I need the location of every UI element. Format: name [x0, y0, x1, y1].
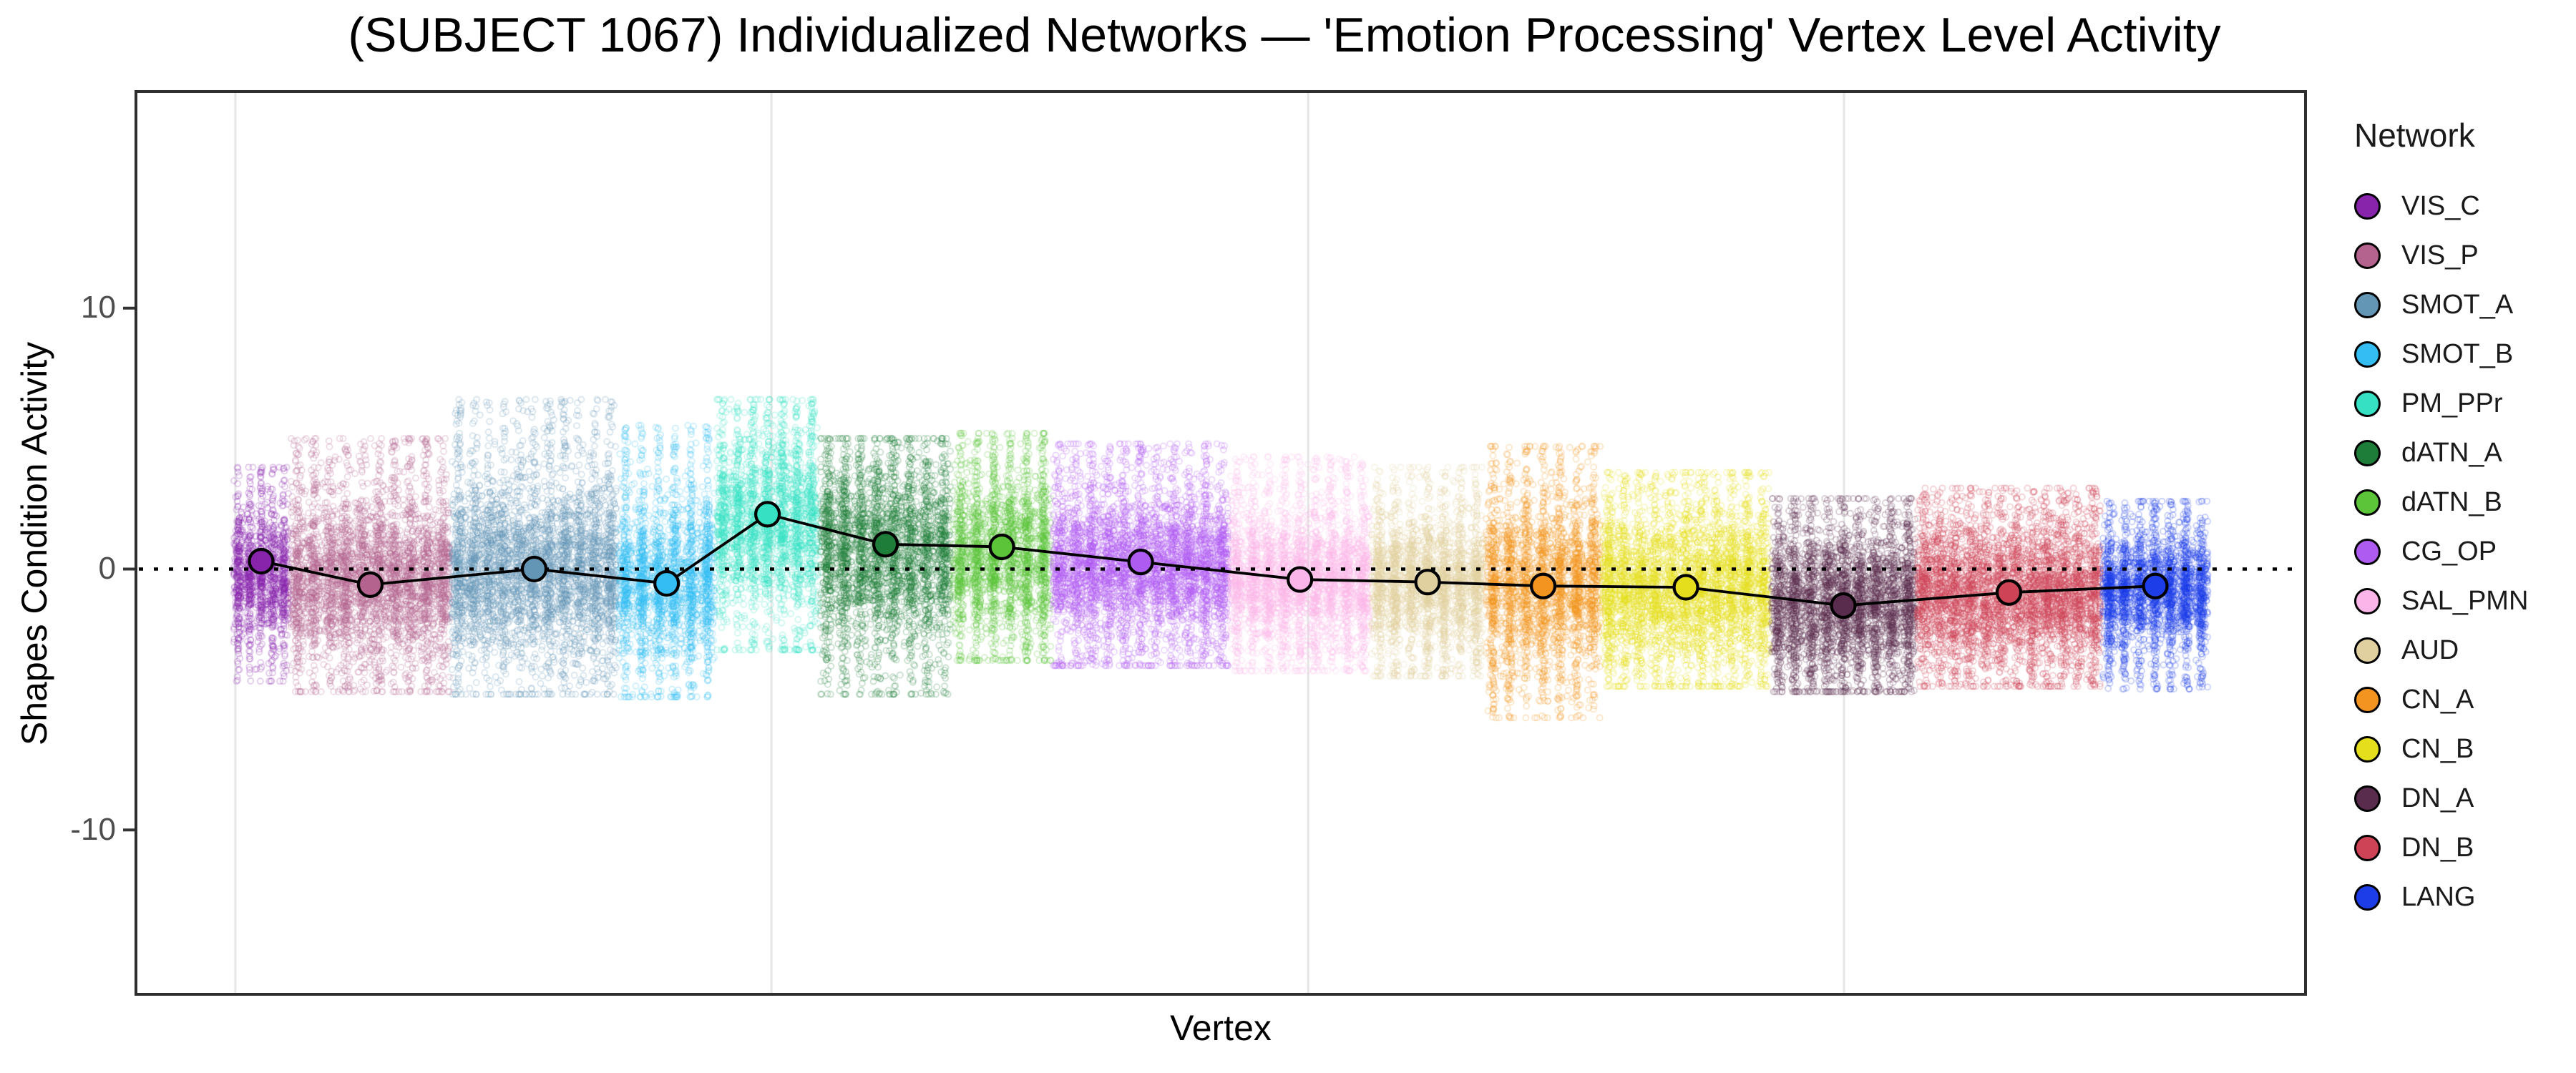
- vis-p-swatch-icon: [2354, 242, 2381, 269]
- legend-item-label: dATN_A: [2401, 438, 2502, 468]
- vis-c-swatch-icon: [2354, 193, 2381, 220]
- legend-item-vis-p: VIS_P: [2354, 231, 2528, 280]
- legend-item-label: VIS_P: [2401, 240, 2479, 270]
- sal-pmn-swatch-icon: [2354, 588, 2381, 614]
- datn-a-swatch-icon: [2354, 440, 2381, 466]
- legend-item-label: CN_A: [2401, 685, 2474, 715]
- aud-swatch-icon: [2354, 637, 2381, 664]
- dn-b-swatch-icon: [2354, 835, 2381, 861]
- y-axis-title: Shapes Condition Activity: [14, 341, 54, 746]
- legend-item-label: dATN_B: [2401, 487, 2502, 517]
- cn-a-swatch-icon: [2354, 687, 2381, 713]
- legend-item-label: AUD: [2401, 635, 2459, 665]
- legend-item-vis-c: VIS_C: [2354, 182, 2528, 231]
- y-tick-label-10: 10: [81, 290, 116, 325]
- legend-item-cg-op: CG_OP: [2354, 527, 2528, 577]
- y-tick-label-neg10: -10: [70, 812, 116, 847]
- lang-swatch-icon: [2354, 884, 2381, 911]
- legend-item-label: PM_PPr: [2401, 388, 2503, 418]
- legend-item-cn-b: CN_B: [2354, 725, 2528, 774]
- dn-a-swatch-icon: [2354, 785, 2381, 812]
- cn-b-swatch-icon: [2354, 736, 2381, 763]
- x-axis-title: Vertex: [1170, 1008, 1272, 1048]
- legend-item-dn-b: DN_B: [2354, 823, 2528, 873]
- legend-item-label: SMOT_A: [2401, 290, 2514, 320]
- legend-item-label: LANG: [2401, 882, 2476, 912]
- legend-item-cn-a: CN_A: [2354, 675, 2528, 725]
- legend-item-pm-ppr: PM_PPr: [2354, 379, 2528, 428]
- legend-item-datn-b: dATN_B: [2354, 478, 2528, 527]
- legend-item-dn-a: DN_A: [2354, 774, 2528, 823]
- legend-item-lang: LANG: [2354, 873, 2528, 922]
- legend-title: Network: [2354, 117, 2475, 154]
- legend-item-label: CG_OP: [2401, 536, 2497, 567]
- legend: Network VIS_C VIS_P SMOT_A SMOT_B PM_PPr…: [2354, 116, 2528, 922]
- legend-item-label: CN_B: [2401, 734, 2474, 764]
- pm-ppr-swatch-icon: [2354, 391, 2381, 417]
- cg-op-swatch-icon: [2354, 539, 2381, 565]
- legend-item-sal-pmn: SAL_PMN: [2354, 577, 2528, 626]
- legend-item-smot-a: SMOT_A: [2354, 280, 2528, 330]
- legend-item-label: DN_B: [2401, 833, 2474, 863]
- smot-a-swatch-icon: [2354, 292, 2381, 318]
- legend-item-label: SMOT_B: [2401, 339, 2514, 369]
- legend-item-datn-a: dATN_A: [2354, 428, 2528, 478]
- legend-item-smot-b: SMOT_B: [2354, 330, 2528, 379]
- smot-b-swatch-icon: [2354, 341, 2381, 368]
- legend-item-aud: AUD: [2354, 626, 2528, 675]
- y-tick-label-0: 0: [98, 551, 116, 586]
- legend-item-label: SAL_PMN: [2401, 586, 2529, 616]
- legend-item-label: DN_A: [2401, 783, 2474, 813]
- datn-b-swatch-icon: [2354, 489, 2381, 516]
- legend-item-label: VIS_C: [2401, 191, 2480, 221]
